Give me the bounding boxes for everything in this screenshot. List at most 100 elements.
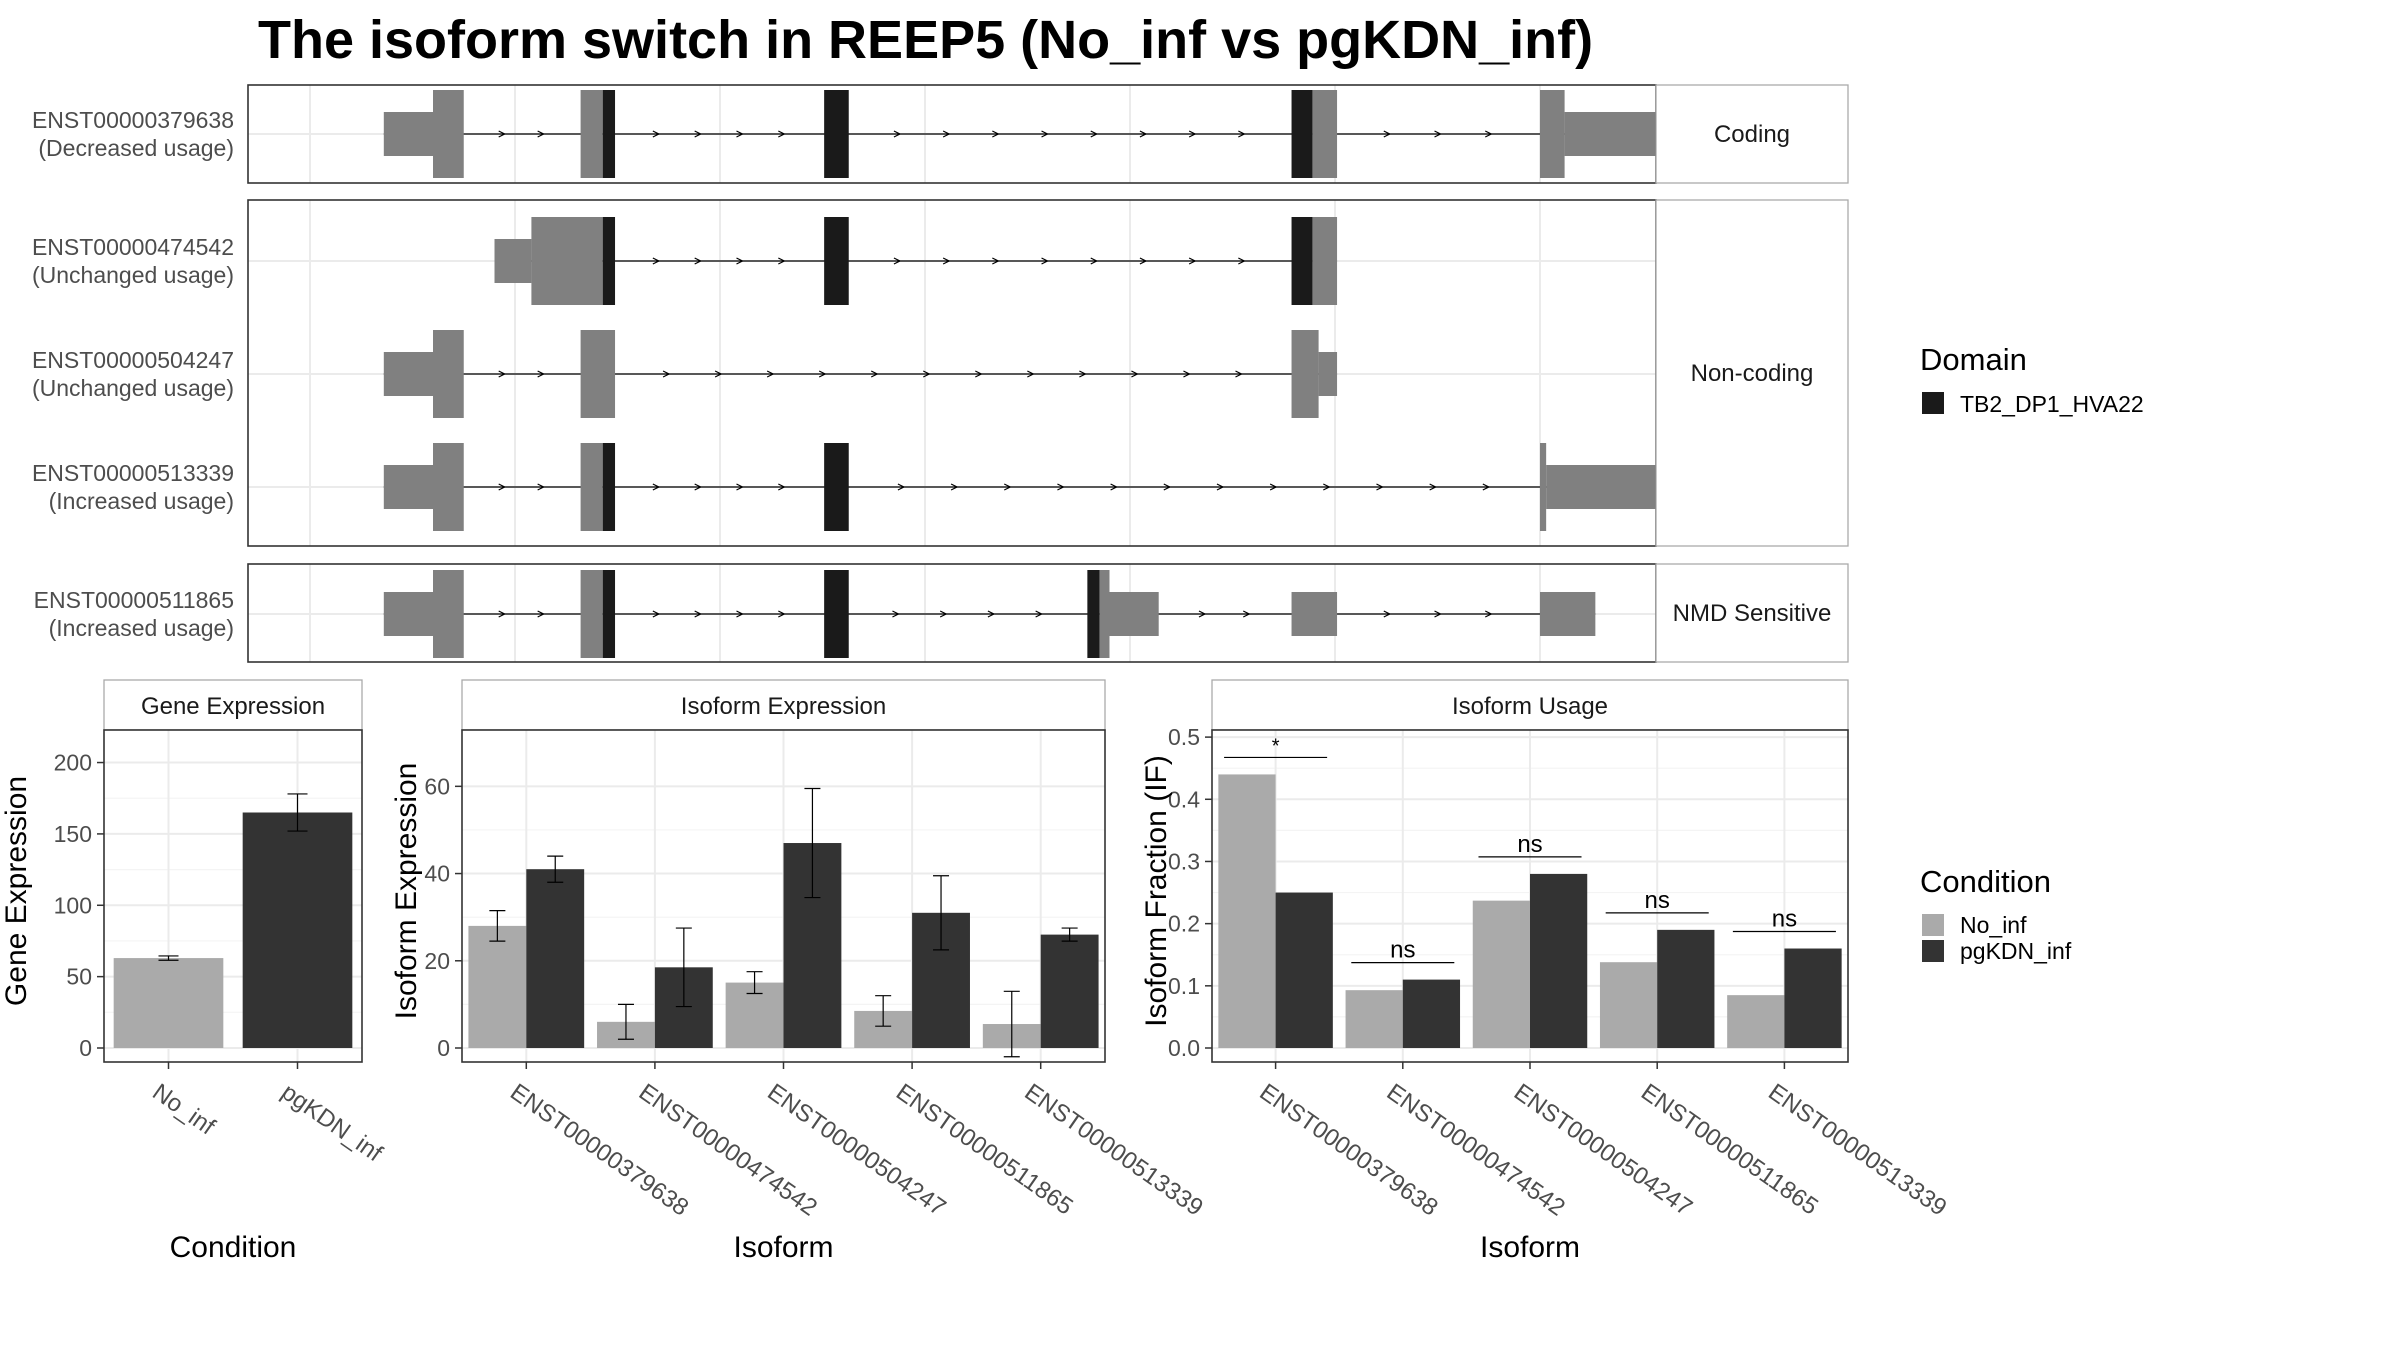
exon-block — [383, 592, 433, 636]
intron-arrow — [1323, 483, 1331, 491]
intron-arrow — [537, 610, 545, 618]
domain-legend-title: Domain — [1920, 342, 2027, 377]
group-strip-label: NMD Sensitive — [1673, 600, 1832, 627]
exon-block — [433, 570, 464, 658]
condition-legend-key — [1922, 940, 1944, 962]
intron-arrow — [1434, 130, 1442, 138]
y-tick-label: 150 — [54, 821, 92, 847]
exon-block — [433, 330, 464, 418]
y-tick-label: 60 — [424, 773, 450, 799]
intron-arrow — [1090, 257, 1099, 265]
intron-arrow — [950, 483, 959, 491]
domain-block — [1087, 570, 1100, 658]
group-strip — [1655, 199, 1849, 547]
intron-arrow — [893, 130, 902, 138]
intron-arrow — [778, 483, 786, 491]
intron-arrow — [1429, 483, 1437, 491]
intron-arrow — [1188, 130, 1197, 138]
domain-block — [602, 90, 616, 178]
group-strip — [1655, 84, 1849, 184]
intron-arrow — [1079, 370, 1087, 378]
panel-strip-label: Isoform Usage — [1452, 693, 1608, 720]
condition-legend-key — [1922, 914, 1944, 936]
intron-arrow — [1484, 610, 1493, 618]
intron-arrow — [1383, 130, 1392, 138]
intron-arrow — [939, 610, 948, 618]
domain-legend: Domain TB2_DP1_HVA22 — [1920, 342, 2144, 417]
exon-block — [1540, 443, 1547, 531]
intron-arrow — [694, 483, 703, 491]
intron-arrow — [1242, 610, 1251, 618]
intron-arrow — [778, 610, 786, 618]
y-tick-label: 0.4 — [1168, 786, 1200, 812]
significance-label: * — [1272, 735, 1280, 757]
exon-block — [1291, 330, 1319, 418]
bar — [1275, 892, 1333, 1048]
exon-block — [433, 90, 464, 178]
isoform-usage-label: (Increased usage) — [49, 488, 234, 514]
y-tick-label: 100 — [54, 892, 92, 918]
isoform-usage-label: (Unchanged usage) — [32, 375, 234, 401]
intron-arrow — [1041, 257, 1049, 265]
intron-arrow — [694, 610, 703, 618]
intron-arrow — [1434, 610, 1442, 618]
bar — [1530, 873, 1588, 1048]
intron-arrow — [1183, 370, 1191, 378]
exon-block — [1109, 592, 1159, 636]
exon-block — [580, 443, 603, 531]
isoform-label: ENST00000513339 — [32, 460, 234, 486]
isoform-label: ENST00000511865 — [34, 587, 234, 613]
bar — [1218, 774, 1276, 1048]
bar — [468, 925, 527, 1048]
exon-block — [383, 352, 433, 396]
domain-legend-label: TB2_DP1_HVA22 — [1960, 391, 2144, 417]
domain-block — [1291, 90, 1313, 178]
intron-arrow — [1484, 130, 1493, 138]
chart-panel-2: Isoform Expression0204060ENST00000379638… — [390, 679, 1208, 1264]
x-axis-title: Isoform — [1480, 1231, 1580, 1264]
intron-arrow — [662, 370, 671, 378]
intron-arrow — [498, 130, 507, 138]
x-tick-label: pgKDN_inf — [276, 1079, 387, 1168]
significance-label: ns — [1517, 831, 1542, 858]
isoform-label: ENST00000379638 — [32, 107, 234, 133]
intron-arrow — [923, 370, 931, 378]
y-tick-label: 0.3 — [1168, 848, 1200, 874]
chart-panel-3: Isoform Usage * ns ns ns ns 0.0 0.1 0.2 0.3 0.4 0.5… — [1140, 679, 1952, 1264]
intron-arrow — [987, 610, 996, 618]
intron-arrow — [694, 130, 703, 138]
intron-arrow — [897, 483, 906, 491]
exon-block — [383, 112, 433, 156]
y-axis-title: Gene Expression — [0, 776, 33, 1006]
intron-arrow — [1238, 257, 1246, 265]
intron-arrow — [1238, 130, 1246, 138]
intron-arrow — [1376, 483, 1384, 491]
exon-block — [1540, 90, 1565, 178]
condition-legend-label: pgKDN_inf — [1960, 938, 2072, 964]
intron-arrow — [1041, 130, 1049, 138]
intron-arrow — [714, 370, 723, 378]
intron-arrow — [1163, 483, 1172, 491]
x-axis-title: Isoform — [733, 1231, 833, 1264]
intron-arrow — [778, 257, 786, 265]
intron-arrow — [652, 257, 661, 265]
y-tick-label: 50 — [66, 964, 92, 990]
intron-arrow — [1027, 370, 1035, 378]
isoform-usage-label: (Increased usage) — [49, 615, 234, 641]
x-tick-label: No_inf — [147, 1079, 220, 1141]
figure-title: The isoform switch in REEP5 (No_inf vs p… — [258, 10, 1593, 70]
panel-border — [103, 729, 363, 1063]
y-tick-label: 0.5 — [1168, 724, 1200, 750]
intron-arrow — [1090, 130, 1099, 138]
exon-block — [580, 330, 616, 418]
intron-arrow — [1131, 370, 1139, 378]
intron-arrow — [1216, 483, 1225, 491]
exon-block — [494, 239, 532, 283]
group-strip — [1655, 563, 1849, 663]
chart-panel-1: Gene Expression 0 50 100 150 200 No_inf pgKDN_i… — [0, 679, 387, 1264]
intron-arrow — [892, 610, 900, 618]
group-strip-label: Coding — [1714, 121, 1790, 148]
